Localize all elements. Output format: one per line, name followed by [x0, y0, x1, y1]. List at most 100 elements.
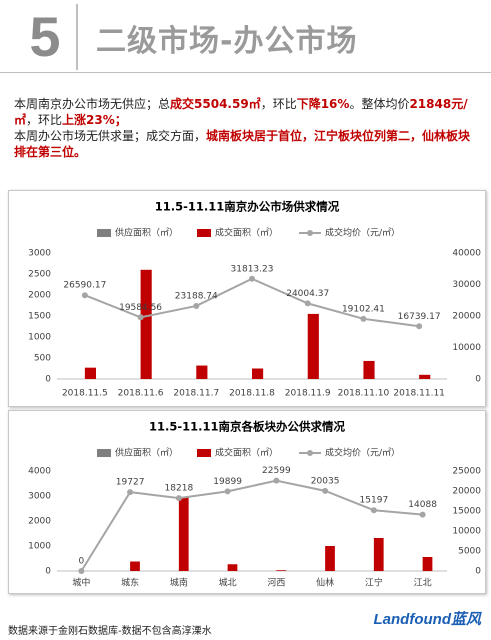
x-tick-label: 城南 [170, 577, 188, 589]
y-tick-label: 0 [45, 375, 51, 385]
chart-box: 11.5-11.11南京各板块办公供求情况供应面积（㎡） 成交面积（㎡） 成交均价（… [8, 410, 486, 594]
summary-paragraph: 本周办公市场无供求量；成交方面，城南板块居于首位，江宁板块位列第二，仙林板块排在… [14, 128, 480, 160]
legend-label: 成交面积（㎡） [215, 227, 278, 239]
legend-marker [307, 450, 313, 456]
y2-tick-label: 0 [475, 567, 481, 577]
data-label: 19899 [213, 477, 242, 487]
bar [422, 557, 433, 571]
y2-tick-label: 25000 [452, 467, 481, 477]
y2-tick-label: 20000 [452, 487, 481, 497]
x-tick-label: 江北 [414, 578, 432, 589]
highlight-text: 成交5504.59㎡ [170, 97, 261, 111]
text: 。整体均价 [349, 97, 410, 111]
legend-marker [307, 230, 313, 236]
y2-tick-label: 15000 [452, 507, 481, 517]
source-note: 数据来源于金刚石数据库-数据不包含高淳溧水 [8, 626, 212, 637]
price-line [80, 479, 423, 572]
highlight-text: 下降16% [296, 97, 350, 111]
price-marker [249, 275, 255, 282]
y-tick-label: 3000 [28, 492, 51, 502]
price-marker [175, 495, 182, 502]
y2-tick-label: 10000 [452, 527, 481, 537]
bar [363, 360, 375, 379]
x-tick-label: 2018.11.5 [62, 389, 108, 399]
y2-tick-label: 30000 [452, 280, 481, 290]
data-label: 18218 [165, 484, 194, 494]
x-tick-label: 2018.11.10 [338, 389, 390, 399]
highlight-text: 城南板块居于首位，江宁板块位列第二，仙林板块排在第三位。 [14, 129, 471, 159]
y-tick-label: 1000 [28, 542, 51, 552]
bar [130, 561, 140, 571]
legend-swatch [197, 229, 211, 237]
y2-tick-label: 10000 [452, 343, 481, 353]
data-label: 0 [79, 557, 85, 567]
y-tick-label: 4000 [28, 467, 51, 477]
price-marker [78, 568, 85, 574]
y-tick-label: 0 [45, 567, 51, 577]
price-marker [416, 323, 423, 330]
price-marker [127, 489, 134, 496]
price-marker [370, 507, 377, 514]
price-marker [322, 487, 329, 494]
data-label: 15197 [360, 496, 389, 506]
y-tick-label: 2500 [28, 270, 51, 280]
y-tick-label: 2000 [28, 517, 51, 527]
legend-swatch [97, 229, 111, 237]
x-tick-label: 仙林 [316, 577, 334, 589]
x-tick-label: 城北 [219, 578, 237, 589]
y-tick-label: 1500 [28, 312, 51, 322]
bar [325, 546, 335, 571]
text: 本周办公市场无供求量；成交方面， [14, 129, 207, 143]
data-label: 19727 [116, 478, 145, 488]
legend-label: 成交均价（元/㎡） [325, 227, 400, 239]
highlight-text: 21848元/㎡ [14, 97, 468, 127]
bar [196, 365, 208, 379]
x-tick-label: 2018.11.9 [285, 389, 331, 399]
price-marker [419, 511, 426, 518]
y-tick-label: 3000 [28, 249, 51, 259]
x-tick-label: 2018.11.8 [229, 389, 275, 399]
data-label: 19102.41 [342, 304, 385, 314]
logo: Landfound蓝风 [373, 611, 481, 628]
text: 本周南京办公市场无供应；总 [14, 97, 171, 111]
legend-label: 供应面积（㎡） [115, 447, 178, 459]
x-tick-label: 2018.11.7 [173, 389, 219, 399]
bar [227, 564, 238, 571]
summary-paragraph: 本周南京办公市场无供应；总成交5504.59㎡，环比下降16%。整体均价2184… [14, 96, 480, 128]
bar [373, 538, 384, 571]
x-tick-label: 城东 [121, 577, 139, 589]
y2-tick-label: 5000 [458, 547, 481, 557]
y-tick-label: 500 [34, 354, 51, 364]
divider [0, 72, 491, 73]
highlight-text: 上涨23%； [62, 113, 127, 127]
x-tick-label: 江宁 [365, 577, 383, 589]
x-tick-label: 河西 [267, 577, 285, 589]
chart-title: 11.5-11.11南京办公市场供求情况 [155, 200, 340, 214]
data-label: 26590.17 [63, 281, 106, 291]
text: ，环比 [26, 113, 63, 127]
y2-tick-label: 20000 [452, 312, 481, 322]
price-marker [193, 302, 200, 309]
legend-swatch [197, 449, 211, 457]
y2-tick-label: 40000 [452, 249, 481, 259]
legend-label: 成交均价（元/㎡） [325, 447, 400, 459]
x-tick-label: 2018.11.11 [393, 389, 445, 399]
legend-swatch [97, 449, 111, 457]
summary: 本周南京办公市场无供应；总成交5504.59㎡，环比下降16%。整体均价2184… [14, 96, 480, 160]
bar [276, 570, 287, 571]
price-marker [137, 314, 144, 321]
legend-label: 供应面积（㎡） [115, 227, 178, 239]
chart-title: 11.5-11.11南京各板块办公供求情况 [149, 420, 346, 434]
chart-box: 11.5-11.11南京办公市场供求情况供应面积（㎡） 成交面积（㎡） 成交均价（元… [8, 190, 486, 407]
x-tick-label: 城中 [72, 577, 90, 589]
price-marker [273, 477, 280, 484]
legend-label: 成交面积（㎡） [215, 447, 278, 459]
y2-tick-label: 0 [475, 375, 481, 385]
bar [178, 497, 189, 571]
data-label: 16739.17 [398, 312, 441, 322]
data-label: 24004.37 [286, 289, 329, 299]
data-label: 14088 [408, 500, 437, 510]
text: ，环比 [260, 97, 297, 111]
